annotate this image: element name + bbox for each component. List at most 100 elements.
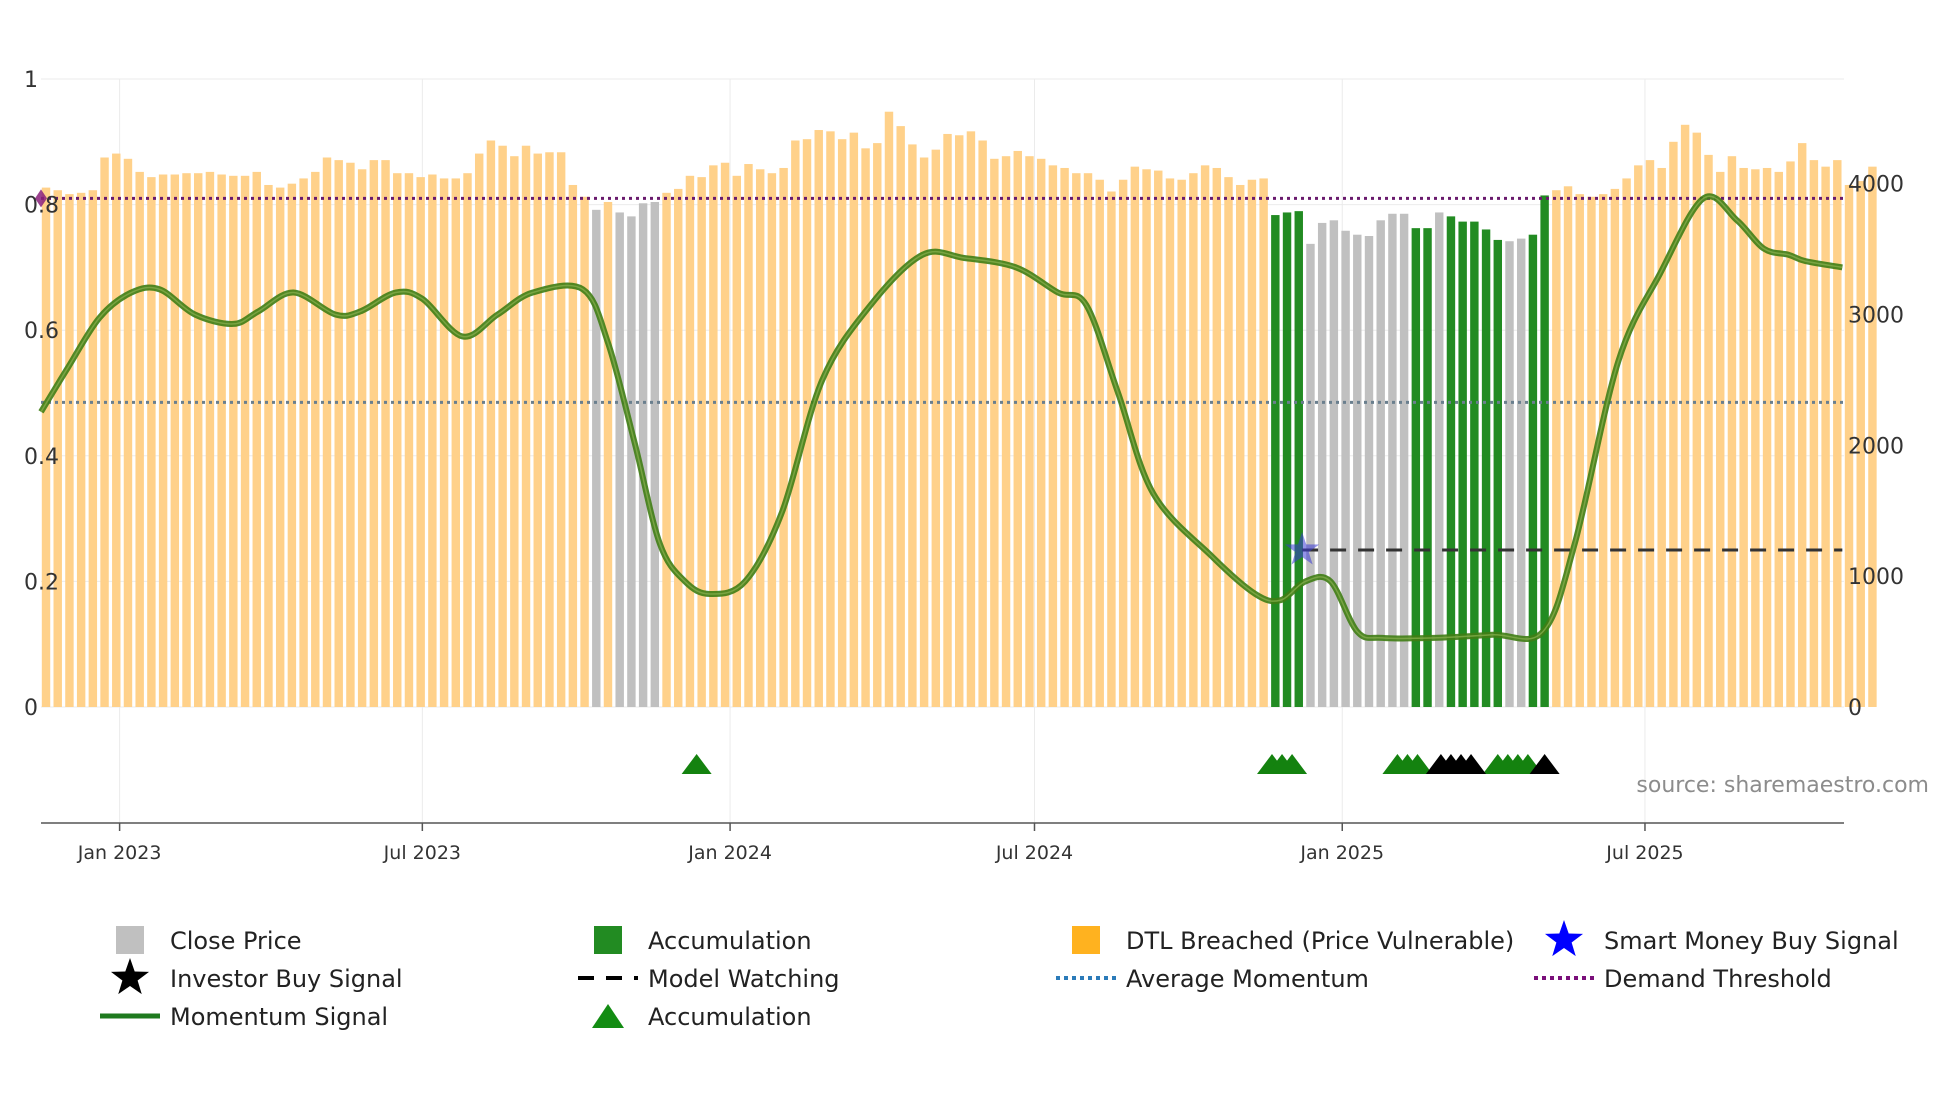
dtl-breached-bar (744, 164, 753, 707)
threshold-start-marker (35, 189, 47, 208)
dtl-breached-bar (966, 131, 976, 708)
legend-item: Accumulation (594, 926, 812, 955)
dtl-breached-bar (1575, 194, 1584, 708)
dtl-breached-bar (217, 174, 226, 708)
investor-buy-triangle (1456, 754, 1487, 774)
dtl-breached-bar (814, 130, 823, 707)
source-label: source: sharemaestro.com (1636, 773, 1929, 798)
legend-item: Model Watching (578, 965, 840, 993)
dtl-breached-bar (1821, 166, 1830, 708)
accumulation-bar (1271, 215, 1280, 708)
dtl-breached-bar (76, 192, 86, 707)
dtl-breached-bar (334, 160, 343, 707)
dtl-breached-bar (978, 140, 987, 707)
dtl-breached-bar (521, 145, 531, 708)
dtl-breached-bar (1809, 160, 1819, 707)
dtl-breached-bar (767, 173, 777, 707)
legend-item: Investor Buy Signal (110, 958, 403, 995)
dtl-breached-bar (451, 178, 461, 707)
dtl-breached-bar (100, 157, 109, 707)
dtl-breached-bar (826, 131, 835, 708)
dtl-breached-bar (1060, 167, 1069, 707)
x-axis-tick-label: Jan 2025 (1299, 842, 1384, 864)
legend-symbol-square (116, 926, 144, 954)
dtl-breached-bar (474, 153, 484, 707)
legend-label: DTL Breached (Price Vulnerable) (1126, 927, 1514, 955)
dtl-breached-bar (1563, 186, 1573, 708)
dtl-breached-bar (1165, 178, 1175, 707)
dtl-breached-bar (884, 111, 894, 708)
dtl-breached-bar (88, 190, 98, 708)
dtl-breached-bar (357, 169, 367, 707)
dtl-breached-bar (1645, 160, 1655, 707)
dtl-breached-bar (1212, 167, 1222, 707)
accumulation-bar (1528, 234, 1538, 708)
close-price-bar (1364, 236, 1374, 707)
dtl-breached-bar (194, 173, 203, 707)
legend-symbol-star (110, 958, 150, 995)
close-price-bar (1505, 241, 1514, 707)
dtl-breached-bar (439, 178, 449, 707)
axes: 0 0.2 0.4 0.6 0.8 1 0 1000 2000 3000 4000 Jan 2023 J… (24, 68, 1904, 864)
dtl-breached-bar (112, 153, 121, 707)
dtl-breached-bar (264, 184, 273, 708)
dtl-breached-bar (533, 153, 542, 707)
dtl-breached-bar (53, 190, 62, 708)
dtl-breached-bar (1716, 171, 1725, 707)
dtl-breached-bar (240, 175, 250, 708)
dtl-breached-bar (849, 132, 859, 707)
dtl-breached-bar (1598, 194, 1608, 708)
dtl-breached-bar (205, 171, 215, 707)
dtl-breached-bar (603, 201, 613, 707)
dtl-breached-bar (1844, 184, 1854, 708)
dtl-breached-bar (1200, 165, 1210, 708)
dtl-breached-bar (463, 173, 472, 707)
accumulation-bar (1423, 228, 1432, 707)
left-axis-tick-label: 0.6 (24, 319, 59, 344)
close-price-bar (650, 201, 660, 707)
dtl-breached-bar (1610, 188, 1620, 707)
dtl-breached-bar (1259, 178, 1268, 707)
dtl-breached-bar (299, 178, 308, 707)
dtl-breached-bar (428, 174, 437, 708)
right-axis-tick-label: 3000 (1848, 304, 1904, 329)
dtl-breached-bar (1235, 184, 1245, 708)
legend-item: Close Price (116, 926, 302, 955)
accumulation-triangle (681, 754, 712, 774)
dtl-breached-bar (791, 140, 800, 707)
dtl-breached-bar (346, 162, 355, 707)
dtl-breached-bar (1786, 161, 1795, 708)
right-axis-tick-label: 0 (1848, 696, 1862, 721)
dtl-breached-bar (404, 173, 414, 707)
x-axis-tick-label: Jul 2023 (383, 842, 461, 864)
x-axis-tick-label: Jul 2024 (995, 842, 1073, 864)
dtl-breached-bar (1154, 170, 1163, 708)
accumulation-bar (1458, 221, 1467, 707)
left-axis-tick-label: 0 (24, 696, 38, 721)
dtl-breached-bar (1177, 179, 1186, 707)
dtl-breached-bar (685, 175, 695, 708)
dtl-breached-bar (697, 177, 706, 707)
dtl-breached-bar (1622, 178, 1631, 707)
x-axis-tick-label: Jan 2023 (77, 842, 162, 864)
dtl-breached-bar (1072, 173, 1081, 707)
accumulation-triangle (1402, 754, 1433, 774)
dtl-breached-bar (1833, 160, 1842, 707)
legend-label: Accumulation (648, 927, 812, 955)
right-axis-tick-label: 2000 (1848, 434, 1904, 459)
close-price-bar (627, 216, 636, 707)
dtl-breached-bar (556, 152, 566, 707)
dtl-breached-bar (990, 158, 999, 707)
right-axis-tick-label: 4000 (1848, 173, 1904, 198)
dtl-breached-bar (1704, 154, 1713, 708)
dtl-breached-bar (931, 149, 941, 707)
close-price-bar (1317, 222, 1327, 707)
dtl-breached-bar (896, 126, 905, 708)
accumulation-bar (1493, 239, 1502, 708)
close-price-bar (1341, 230, 1350, 707)
legend-label: Demand Threshold (1604, 965, 1832, 993)
dtl-breached-bar (381, 160, 390, 707)
dtl-breached-bar (674, 188, 683, 707)
close-price-bar (1376, 220, 1385, 708)
dtl-breached-bar (908, 144, 917, 707)
